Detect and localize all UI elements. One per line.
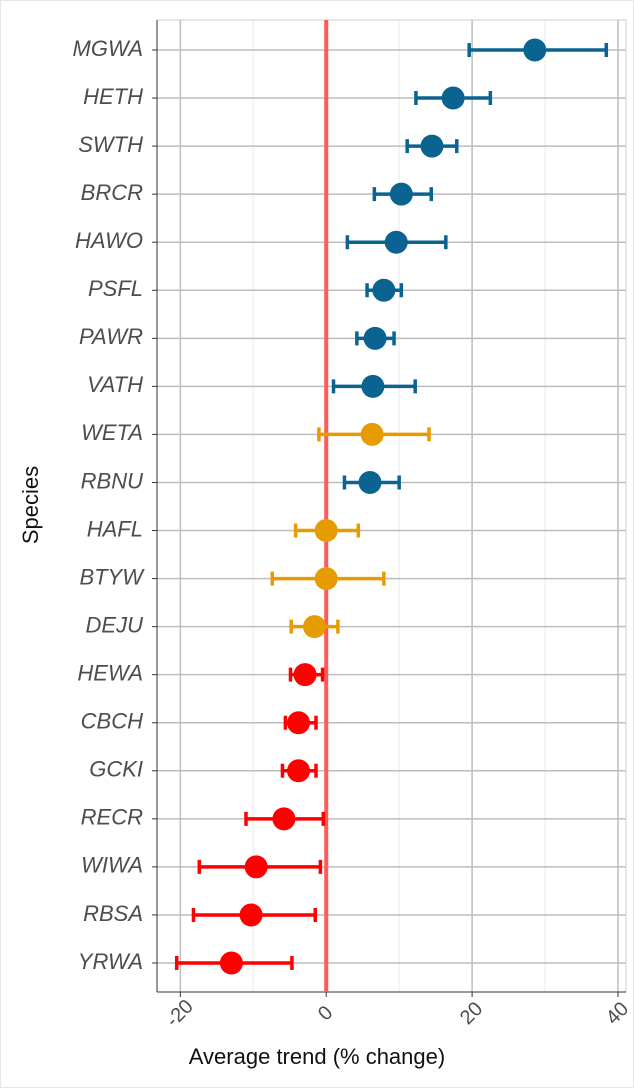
point — [287, 711, 311, 735]
point — [360, 422, 384, 446]
point — [420, 134, 444, 158]
x-tick-label: -20 — [162, 995, 198, 1031]
point — [314, 519, 338, 543]
point — [272, 807, 296, 831]
y-tick-label: WETA — [81, 420, 143, 445]
y-tick-label: HAFL — [87, 516, 143, 541]
y-tick-label: BRCR — [81, 180, 143, 205]
y-tick-label: MGWA — [73, 36, 143, 61]
point — [384, 230, 408, 254]
y-tick-label: VATH — [87, 372, 143, 397]
y-tick-label: SWTH — [78, 132, 143, 157]
y-tick-label: YRWA — [78, 949, 143, 974]
point — [239, 903, 263, 927]
panel-border — [156, 19, 627, 993]
y-tick-label: PAWR — [79, 324, 143, 349]
y-tick-label: HAWO — [75, 228, 143, 253]
point — [244, 855, 268, 879]
y-tick-label: RECR — [81, 805, 143, 830]
point — [361, 374, 385, 398]
point — [358, 470, 382, 494]
point — [314, 567, 338, 591]
y-tick-label: BTYW — [79, 564, 145, 589]
point — [372, 278, 396, 302]
x-axis-label: Average trend (% change) — [189, 1044, 445, 1069]
y-tick-label: WIWA — [81, 853, 143, 878]
point — [219, 951, 243, 975]
point — [303, 615, 327, 639]
y-tick-label: HETH — [83, 84, 143, 109]
x-tick-label: 0 — [314, 1002, 337, 1025]
point — [293, 663, 317, 687]
y-tick-label: GCKI — [89, 757, 143, 782]
point — [523, 38, 547, 62]
x-tick-label: 20 — [456, 998, 487, 1029]
y-tick-label: DEJU — [86, 612, 144, 637]
y-tick-label: CBCH — [81, 709, 143, 734]
point — [363, 326, 387, 350]
y-tick-label: RBSA — [83, 901, 143, 926]
x-tick-label: 40 — [602, 998, 633, 1029]
point — [389, 182, 413, 206]
point — [441, 86, 465, 110]
y-tick-label: PSFL — [88, 276, 143, 301]
y-tick-label: RBNU — [81, 468, 143, 493]
y-axis-label: Species — [18, 466, 43, 544]
point — [287, 759, 311, 783]
y-tick-label: HEWA — [77, 660, 143, 685]
